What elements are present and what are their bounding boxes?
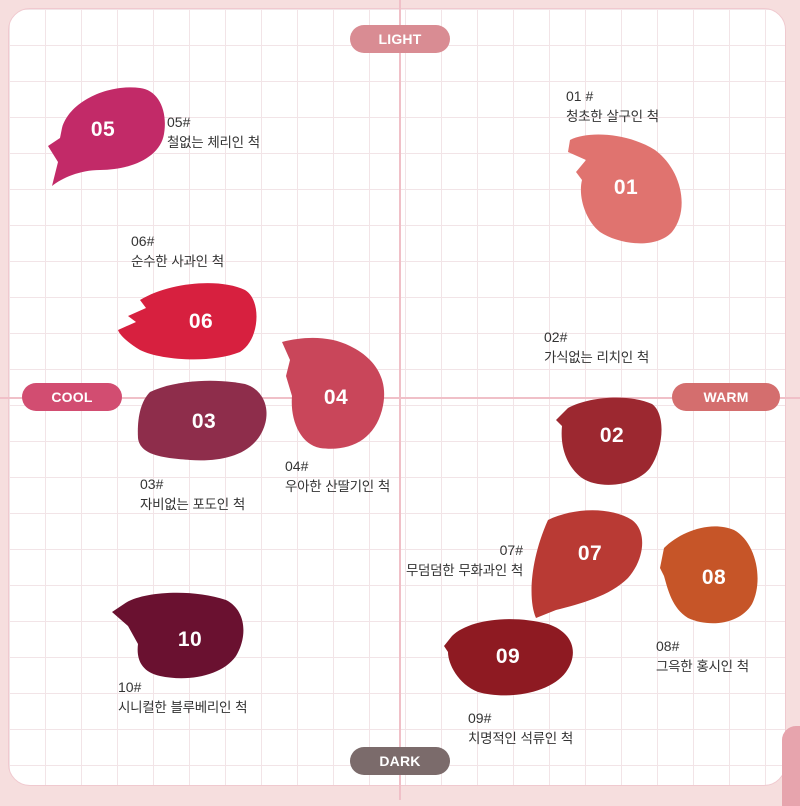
swatch-number-04: 04 — [323, 386, 349, 409]
swatch-name: 시니컬한 블루베리인 척 — [118, 700, 248, 716]
axis-label-light: LIGHT — [350, 25, 450, 53]
swatch-name: 치명적인 석류인 척 — [468, 731, 573, 747]
horizontal-axis — [0, 397, 800, 399]
swatch-number-07: 07 — [577, 542, 603, 565]
swatch-name: 자비없는 포도인 척 — [140, 497, 245, 513]
swatch-code: 08# — [656, 638, 680, 654]
swatch-name: 가식없는 리치인 척 — [544, 350, 649, 366]
swatch-number-06: 06 — [188, 310, 214, 333]
swatch-number-02: 02 — [599, 424, 625, 447]
swatch-number-01: 01 — [613, 176, 639, 199]
swatch-label-03: 03# 자비없는 포도인 척 — [140, 474, 245, 516]
vertical-axis — [399, 0, 401, 800]
swatch-label-09: 09# 치명적인 석류인 척 — [468, 708, 573, 750]
swatch-label-02: 02# 가식없는 리치인 척 — [544, 327, 649, 369]
swatch-04 — [282, 337, 385, 449]
swatch-07 — [531, 510, 643, 618]
swatch-05 — [48, 87, 165, 186]
swatch-code: 06# — [131, 233, 155, 249]
swatch-number-05: 05 — [90, 118, 116, 141]
swatch-01 — [568, 134, 682, 244]
corner-accent — [782, 726, 800, 806]
swatch-label-06: 06# 순수한 사과인 척 — [131, 231, 224, 273]
swatch-code: 09# — [468, 710, 492, 726]
swatch-label-01: 01 # 청초한 살구인 척 — [566, 86, 659, 128]
swatch-code: 01 # — [566, 88, 594, 104]
swatch-name: 청초한 살구인 척 — [566, 109, 659, 125]
swatch-label-05: 05# 철없는 체리인 척 — [167, 112, 260, 154]
swatch-code: 10# — [118, 679, 142, 695]
swatch-code: 03# — [140, 476, 164, 492]
swatch-code: 02# — [544, 329, 568, 345]
swatch-03 — [137, 380, 267, 461]
axis-label-dark: DARK — [350, 747, 450, 775]
axis-label-cool: COOL — [22, 383, 122, 411]
swatch-08 — [660, 526, 758, 624]
swatch-name: 무덤덤한 무화과인 척 — [405, 563, 523, 579]
swatch-name: 우아한 산딸기인 척 — [285, 479, 390, 495]
swatch-label-04: 04# 우아한 산딸기인 척 — [285, 456, 390, 498]
swatch-code: 05# — [167, 114, 191, 130]
swatch-02 — [556, 397, 662, 485]
swatch-name: 순수한 사과인 척 — [131, 254, 224, 270]
swatch-label-08: 08# 그윽한 홍시인 척 — [656, 636, 749, 678]
swatch-code: 04# — [285, 458, 309, 474]
swatch-number-09: 09 — [495, 645, 521, 668]
axis-label-warm: WARM — [672, 383, 780, 411]
swatch-09 — [444, 619, 573, 696]
swatch-label-07: 07# 무덤덤한 무화과인 척 — [368, 540, 523, 582]
swatch-name: 그윽한 홍시인 척 — [656, 659, 749, 675]
swatch-06 — [118, 283, 257, 360]
swatch-number-08: 08 — [701, 566, 727, 589]
swatch-code: 07# — [499, 542, 523, 558]
swatch-number-10: 10 — [177, 628, 203, 651]
swatch-10 — [112, 592, 244, 679]
swatch-label-10: 10# 시니컬한 블루베리인 척 — [118, 677, 247, 719]
swatch-name: 철없는 체리인 척 — [167, 135, 260, 151]
swatch-number-03: 03 — [191, 410, 217, 433]
